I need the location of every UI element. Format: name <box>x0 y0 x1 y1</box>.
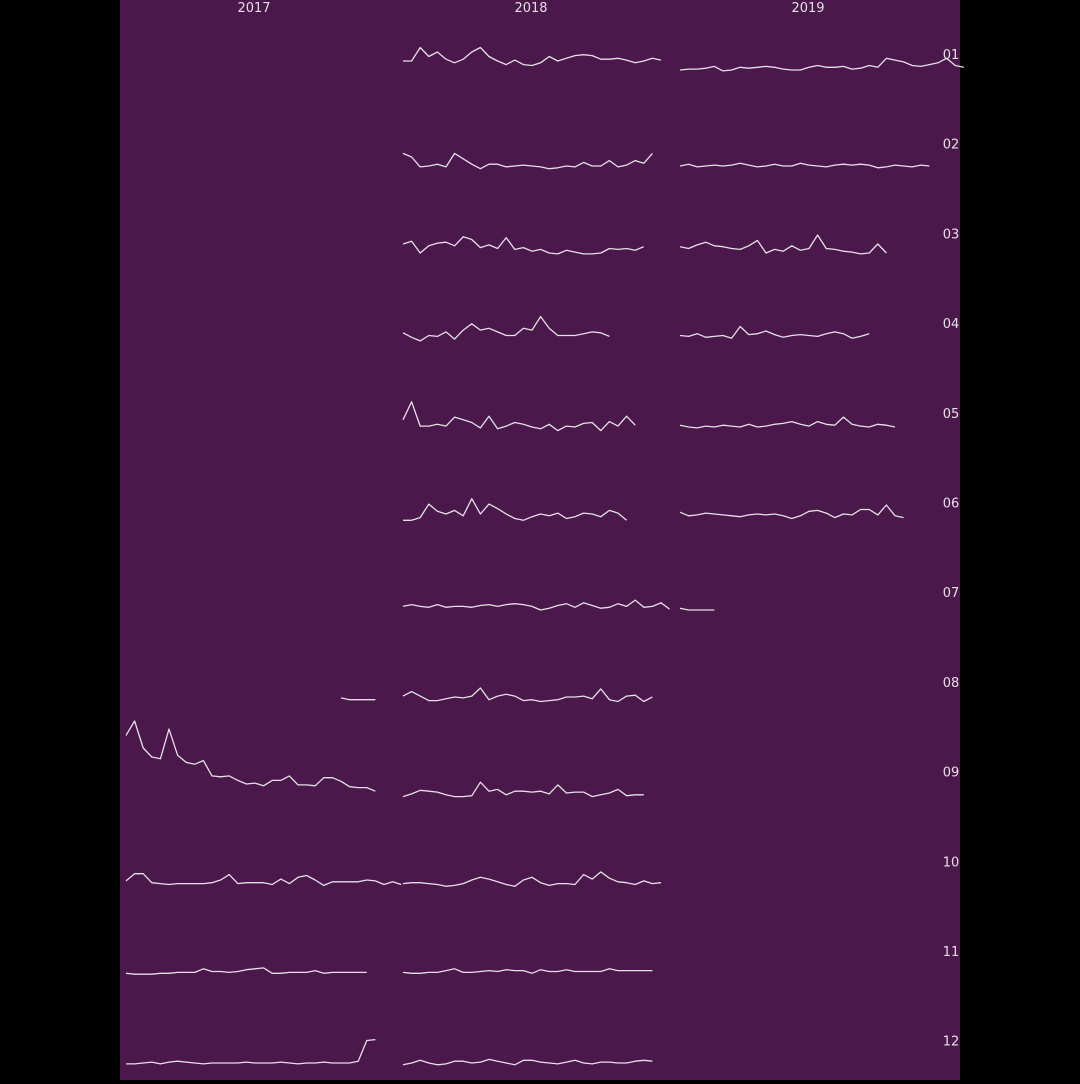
series-line-2019-04 <box>679 325 870 339</box>
series-line-2018-03 <box>402 236 645 255</box>
series-line-2018-02 <box>402 152 653 170</box>
series-line-2018-01 <box>403 46 662 67</box>
series-line-2019-03 <box>679 234 887 255</box>
series-line-2017-10 <box>125 873 402 887</box>
series-line-2019-02 <box>679 162 930 169</box>
series-line-2018-11 <box>402 968 653 974</box>
panel-background <box>120 0 960 1080</box>
series-line-2018-05 <box>402 401 636 432</box>
series-line-2018-06 <box>403 498 628 521</box>
month-label-01: 01 <box>943 48 960 63</box>
year-column-labels: 2017 2018 2019 <box>237 1 824 16</box>
series-line-2018-07 <box>402 599 670 611</box>
month-label-03: 03 <box>943 227 960 242</box>
series-line-2019-07 <box>679 607 715 611</box>
series-line-2017-09 <box>125 720 376 792</box>
series-line-2018-12 <box>402 1058 653 1066</box>
month-label-11: 11 <box>943 945 960 960</box>
series-line-2019-01 <box>679 57 964 72</box>
series-line-2019-05 <box>679 416 896 429</box>
series-line-2017-12 <box>126 1038 376 1065</box>
series-line-2018-10 <box>402 871 662 887</box>
series-line-2018-09 <box>402 781 644 798</box>
month-label-07: 07 <box>943 586 960 601</box>
year-label-2019: 2019 <box>791 1 824 16</box>
year-label-2018: 2018 <box>514 1 547 16</box>
series-line-2018-04 <box>402 315 610 342</box>
month-label-04: 04 <box>943 317 960 332</box>
year-label-2017: 2017 <box>237 1 270 16</box>
series-line-2018-08 <box>402 687 653 703</box>
series-line-2017-08 <box>340 697 376 701</box>
month-label-12: 12 <box>943 1035 960 1050</box>
month-label-02: 02 <box>943 138 960 153</box>
series-lines <box>125 46 964 1066</box>
month-label-06: 06 <box>943 497 960 512</box>
month-label-08: 08 <box>943 676 960 691</box>
series-line-2019-06 <box>679 504 904 520</box>
series-line-2017-11 <box>125 967 367 975</box>
month-label-10: 10 <box>943 855 960 870</box>
month-row-labels: 01 02 03 04 05 06 07 08 09 10 11 12 <box>943 48 960 1050</box>
month-label-05: 05 <box>943 407 960 422</box>
month-label-09: 09 <box>943 766 960 781</box>
